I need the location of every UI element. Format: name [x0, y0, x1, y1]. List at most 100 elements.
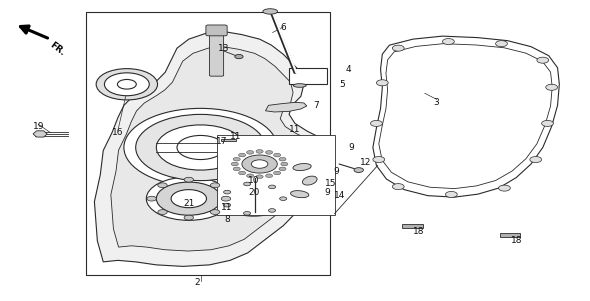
Circle shape: [256, 175, 263, 178]
Circle shape: [238, 171, 245, 175]
Circle shape: [231, 162, 238, 166]
Circle shape: [530, 157, 542, 163]
Circle shape: [171, 190, 206, 208]
Circle shape: [231, 187, 276, 210]
Ellipse shape: [293, 163, 311, 171]
Circle shape: [537, 57, 549, 63]
Circle shape: [274, 153, 281, 157]
Text: 15: 15: [324, 179, 336, 188]
Circle shape: [241, 192, 267, 205]
Circle shape: [229, 186, 278, 211]
Bar: [289, 68, 327, 84]
Text: 9: 9: [348, 143, 354, 152]
Text: 6: 6: [280, 23, 286, 32]
Text: 20: 20: [248, 188, 260, 197]
Circle shape: [281, 162, 288, 166]
Circle shape: [354, 168, 363, 172]
Circle shape: [158, 183, 167, 188]
Bar: [86, 12, 330, 275]
Circle shape: [392, 45, 404, 51]
Circle shape: [233, 167, 240, 171]
Bar: [217, 135, 335, 215]
Circle shape: [242, 155, 277, 173]
Circle shape: [244, 182, 251, 186]
FancyBboxPatch shape: [209, 34, 224, 76]
Circle shape: [224, 190, 231, 194]
Circle shape: [279, 167, 286, 171]
Circle shape: [184, 177, 194, 182]
Circle shape: [219, 181, 288, 216]
Circle shape: [147, 196, 156, 201]
Circle shape: [445, 191, 457, 197]
Polygon shape: [111, 47, 309, 251]
Circle shape: [124, 108, 277, 187]
Circle shape: [158, 210, 167, 215]
Circle shape: [442, 39, 454, 45]
Circle shape: [177, 135, 224, 160]
Circle shape: [156, 125, 245, 170]
Text: 17: 17: [215, 137, 227, 146]
Text: 5: 5: [339, 80, 345, 89]
Polygon shape: [379, 44, 552, 189]
Circle shape: [235, 54, 243, 59]
Text: 3: 3: [434, 98, 440, 107]
Bar: [500, 233, 520, 237]
Circle shape: [392, 184, 404, 190]
Circle shape: [211, 210, 220, 215]
Text: 2: 2: [195, 278, 201, 287]
Text: 8: 8: [224, 215, 230, 224]
Circle shape: [251, 160, 268, 168]
Polygon shape: [373, 36, 559, 197]
Circle shape: [266, 174, 273, 178]
Text: 11: 11: [289, 125, 301, 134]
Circle shape: [373, 157, 385, 163]
Circle shape: [496, 41, 507, 47]
Text: 7: 7: [313, 101, 319, 110]
Circle shape: [146, 177, 231, 220]
Circle shape: [104, 73, 149, 96]
Circle shape: [268, 185, 276, 189]
Circle shape: [233, 157, 240, 161]
Circle shape: [247, 150, 254, 154]
Text: 9: 9: [324, 188, 330, 197]
Circle shape: [165, 129, 236, 166]
Circle shape: [117, 79, 136, 89]
Circle shape: [184, 215, 194, 220]
Text: 16: 16: [112, 128, 124, 137]
Ellipse shape: [293, 84, 306, 87]
Circle shape: [159, 184, 218, 214]
Text: 21: 21: [183, 199, 195, 208]
Circle shape: [274, 171, 281, 175]
Circle shape: [542, 120, 553, 126]
Ellipse shape: [303, 176, 317, 185]
Text: 9: 9: [333, 167, 339, 176]
Bar: [221, 139, 236, 141]
Text: 11: 11: [221, 203, 233, 212]
FancyBboxPatch shape: [206, 25, 227, 36]
Circle shape: [110, 76, 143, 93]
Text: 14: 14: [333, 191, 345, 200]
Text: 13: 13: [218, 44, 230, 53]
Circle shape: [211, 183, 220, 188]
Circle shape: [499, 185, 510, 191]
Circle shape: [247, 174, 254, 178]
Bar: [402, 224, 423, 228]
Circle shape: [280, 197, 287, 200]
Circle shape: [238, 153, 245, 157]
Text: 19: 19: [32, 122, 44, 131]
Text: 10: 10: [248, 176, 260, 185]
Circle shape: [96, 69, 158, 100]
Ellipse shape: [263, 9, 278, 14]
Circle shape: [156, 182, 221, 215]
Text: 12: 12: [360, 158, 372, 167]
Text: 18: 18: [510, 236, 522, 245]
Circle shape: [279, 157, 286, 161]
Text: 18: 18: [413, 227, 425, 236]
Polygon shape: [94, 32, 322, 266]
Text: 4: 4: [345, 65, 351, 74]
Circle shape: [546, 84, 558, 90]
Circle shape: [256, 150, 263, 153]
Circle shape: [224, 203, 231, 207]
Ellipse shape: [291, 191, 309, 198]
Circle shape: [244, 212, 251, 215]
